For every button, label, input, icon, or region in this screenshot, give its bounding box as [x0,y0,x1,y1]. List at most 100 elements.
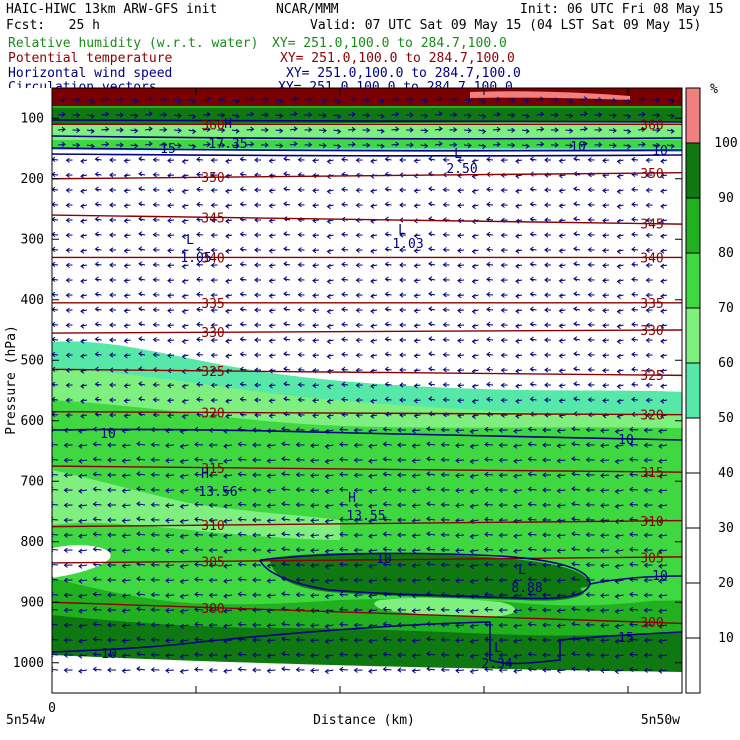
wind-vector [353,592,363,598]
wind-vector [643,442,653,448]
wind-vector [339,426,349,433]
wind-vector [268,398,276,404]
wind-vector [411,443,421,449]
wind-vector [318,112,327,119]
wind-vector [455,487,465,494]
wind-vector [268,158,276,164]
wind-vector [558,233,566,239]
wind-vector [266,638,276,644]
wind-vector [52,411,59,418]
wind-vector [428,201,436,207]
field-speed-xy: XY= 251.0,100.0 to 284.7,100.0 [286,66,521,81]
wind-vector [52,576,59,583]
wind-vector [399,262,406,268]
wind-vector [268,338,276,344]
wind-vector [57,126,66,133]
wind-vector [252,652,261,658]
wind-vector [324,578,334,585]
wind-vector [645,157,653,163]
wind-vector [660,368,668,374]
wind-vector [281,471,291,477]
wind-vector [457,352,465,359]
wind-vector [660,203,668,209]
wind-vector [283,276,291,282]
wind-vector [254,262,261,268]
wind-vector [486,156,494,163]
wind-vector [289,96,298,102]
wind-vector [121,668,131,674]
wind-vector [107,607,116,613]
wind-vector [237,621,247,627]
wind-vector [602,217,610,224]
wind-vector [123,188,131,194]
wind-vector [529,246,537,252]
wind-vector [616,158,624,165]
wind-vector [324,653,334,660]
wind-vector [573,366,581,372]
wind-vector [194,666,204,673]
wind-vector [426,441,436,447]
wind-vector [341,321,349,328]
wind-vector [565,143,574,149]
theta-contour [52,410,682,416]
colorbar-segment [686,198,700,253]
wind-vector [515,158,523,164]
wind-vector [252,487,261,493]
wind-vector [237,456,247,462]
wind-vector [136,441,146,447]
wind-vector [121,563,131,569]
wind-vector [440,457,450,463]
rh-region [52,545,111,578]
colorbar-segment [686,143,700,198]
wind-vector [370,188,378,194]
wind-vector [542,532,551,538]
wind-vector [614,458,624,465]
wind-vector [312,352,320,359]
wind-vector [629,501,639,508]
wind-vector [440,427,450,433]
wind-vector [116,97,124,103]
wind-vector [80,278,88,284]
wind-vector [645,322,653,328]
wind-vector [261,142,269,148]
rh-region [580,581,682,601]
wind-vector [571,501,581,507]
wind-vector [469,488,479,495]
wind-vector [471,188,479,195]
wind-vector [426,471,436,477]
wind-vector [179,533,189,540]
wind-vector [645,352,653,358]
wind-vector [326,188,334,195]
wind-vector [297,292,305,298]
wind-vector [585,667,595,673]
wind-vector [63,457,73,463]
wind-vector [658,608,668,614]
relative-humidity-fill [52,88,682,693]
wind-vector [194,456,204,463]
wind-vector [614,563,624,570]
wind-vector [150,502,160,508]
wind-vector [426,531,436,537]
rh-region [374,597,515,617]
wind-vector [179,503,189,510]
wind-vector [225,233,233,239]
wind-vector [130,128,139,134]
wind-vector [355,292,363,298]
wind-vector [585,487,595,493]
wind-vector [440,607,450,613]
wind-vector [643,652,653,658]
wind-vector [94,321,102,327]
wind-vector [469,578,479,585]
wind-vector [339,501,349,508]
colorbar-label: 10 [718,631,734,646]
wind-vector [529,231,537,237]
wind-vector [585,592,595,598]
wind-vector [295,652,305,658]
wind-vector [116,142,124,148]
wind-vector [254,397,261,403]
wind-vector [442,157,450,163]
y-tick-label: 900 [21,595,44,610]
wind-vector [123,278,131,284]
wind-vector [165,517,175,524]
wind-vector [101,141,110,147]
